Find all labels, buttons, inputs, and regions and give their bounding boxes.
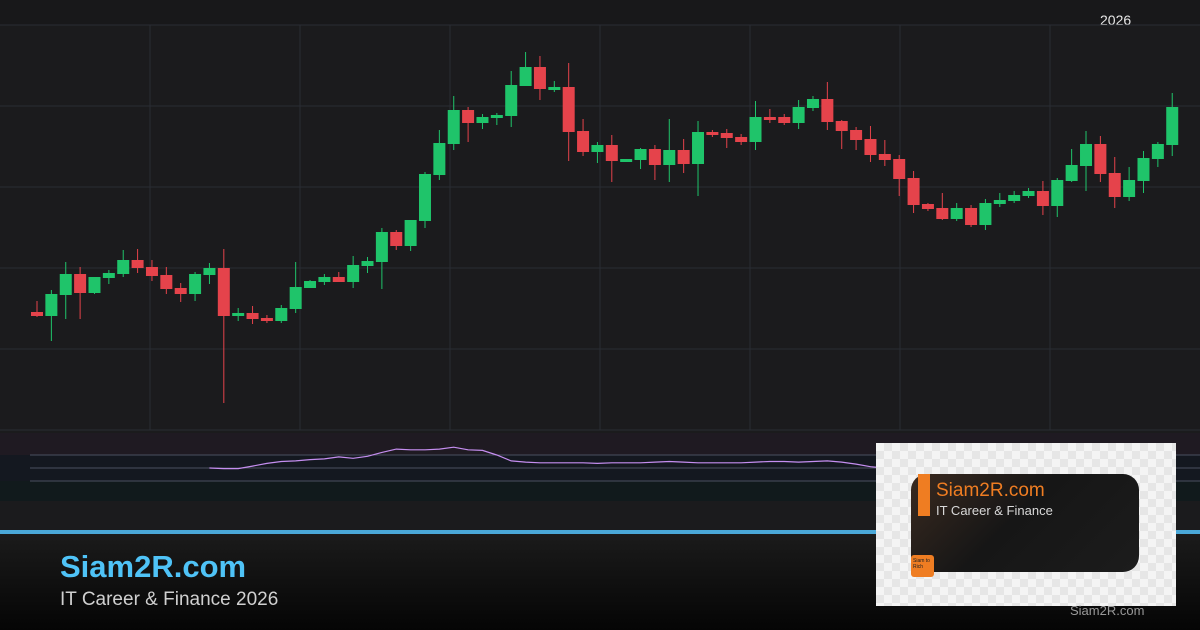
- candle-up: [404, 220, 417, 246]
- candle-up: [634, 149, 647, 160]
- candle-up: [620, 159, 633, 162]
- candle-down: [160, 275, 173, 289]
- year-label: 2026: [1100, 12, 1132, 28]
- candle-down: [462, 110, 475, 123]
- candle-up: [548, 87, 561, 90]
- candle-up: [993, 200, 1006, 204]
- candle-up: [45, 294, 58, 316]
- candle-up: [806, 99, 819, 108]
- candle-down: [706, 132, 719, 135]
- candle-up: [304, 281, 317, 288]
- candle-down: [605, 145, 618, 161]
- candle-down: [260, 318, 273, 321]
- candle-up: [979, 203, 992, 225]
- site-title: Siam2R.com: [60, 549, 247, 584]
- candle-up: [59, 274, 72, 295]
- site-subtitle: IT Career & Finance 2026: [60, 589, 279, 610]
- candle-up: [519, 67, 532, 86]
- indicator-line: [209, 446, 885, 470]
- candle-down: [965, 208, 978, 225]
- candle-up: [189, 274, 202, 294]
- candle-up: [591, 145, 604, 152]
- candle-down: [864, 139, 877, 155]
- logo-tagline: IT Career & Finance: [936, 503, 1053, 518]
- candle-down: [562, 87, 575, 132]
- candle-down: [145, 267, 158, 276]
- logo-badge: Siam to Rich: [911, 555, 934, 577]
- candle-down: [907, 178, 920, 205]
- candle-down: [390, 232, 403, 246]
- candle-up: [1065, 165, 1078, 181]
- candle-up: [1080, 144, 1093, 166]
- candle-down: [332, 277, 345, 282]
- candle-up: [1151, 144, 1164, 159]
- candle-down: [835, 121, 848, 131]
- candle-down: [850, 130, 863, 140]
- logo-image: Siam2R.com IT Career & Finance Siam to R…: [876, 443, 1176, 606]
- candlestick-chart: [0, 24, 1200, 482]
- candle-up: [375, 232, 388, 262]
- candle-up: [476, 117, 489, 123]
- candle-up: [347, 265, 360, 282]
- candle-up: [361, 261, 374, 266]
- candle-down: [131, 260, 144, 268]
- candle-up: [490, 115, 503, 118]
- footer-watermark: Siam2R.com: [1070, 603, 1145, 618]
- candle-up: [1123, 180, 1136, 197]
- candle-down: [1108, 173, 1121, 197]
- candle-down: [31, 312, 43, 316]
- candle-down: [533, 67, 546, 89]
- chart-top-bar: [0, 0, 1200, 25]
- candle-up: [950, 208, 963, 219]
- candle-down: [174, 288, 187, 294]
- accent-divider: [0, 530, 1200, 534]
- candle-up: [1166, 107, 1179, 145]
- candle-down: [893, 159, 906, 179]
- candle-up: [418, 174, 431, 221]
- candle-down: [217, 268, 230, 316]
- logo-accent-bar: [918, 474, 930, 516]
- candle-up: [1051, 180, 1064, 206]
- logo-card: [911, 474, 1139, 572]
- candle-up: [692, 132, 705, 164]
- candle-down: [936, 208, 949, 219]
- candle-up: [102, 273, 115, 278]
- candle-up: [1137, 158, 1150, 181]
- candle-up: [749, 117, 762, 142]
- candle-down: [821, 99, 834, 122]
- candle-up: [663, 150, 676, 165]
- candle-up: [289, 287, 302, 309]
- candle-down: [921, 204, 934, 209]
- candle-up: [117, 260, 130, 274]
- candle-up: [232, 313, 245, 316]
- candle-up: [275, 308, 288, 321]
- candle-up: [88, 277, 101, 293]
- candle-down: [677, 150, 690, 164]
- candle-up: [318, 277, 331, 282]
- candle-up: [505, 85, 518, 116]
- candle-down: [1094, 144, 1107, 174]
- candle-up: [792, 107, 805, 123]
- candle-down: [878, 154, 891, 160]
- candle-down: [778, 117, 791, 123]
- candle-up: [433, 143, 446, 175]
- candle-down: [246, 313, 259, 319]
- candle-down: [577, 131, 590, 152]
- candle-down: [763, 117, 776, 120]
- candle-up: [1008, 195, 1021, 201]
- candle-down: [648, 149, 661, 165]
- logo-name: Siam2R.com: [936, 480, 1045, 501]
- candle-down: [1036, 191, 1049, 206]
- candle-up: [203, 268, 216, 275]
- candle-up: [447, 110, 460, 144]
- candle-up: [1022, 191, 1035, 196]
- candle-down: [735, 137, 748, 142]
- candle-down: [74, 274, 87, 293]
- candle-down: [720, 133, 733, 138]
